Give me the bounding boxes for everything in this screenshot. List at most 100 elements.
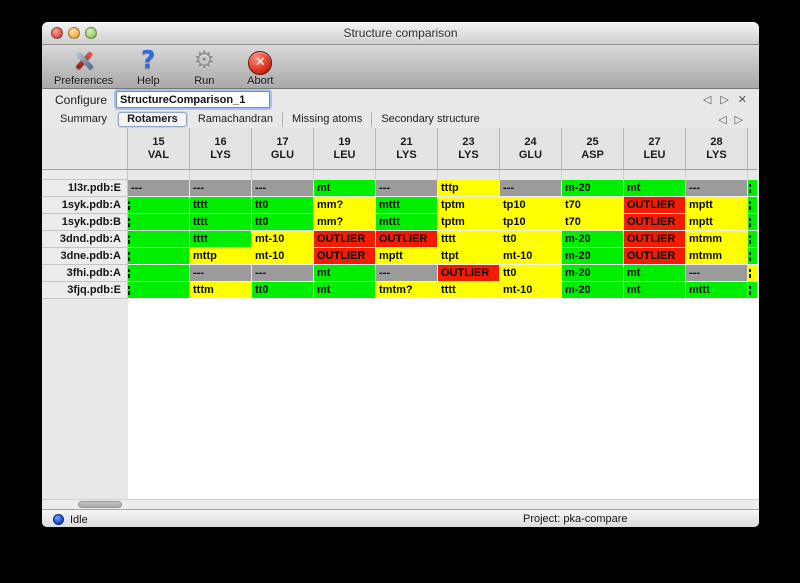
rotamer-cell[interactable]: OUTLIER [624, 214, 686, 231]
rotamer-cell[interactable]: tptm [438, 214, 500, 231]
rotamer-cell[interactable]: OUTLIER [376, 231, 438, 248]
rotamer-cell[interactable]: --- [190, 265, 252, 282]
rotamer-cell[interactable]: --- [500, 180, 562, 197]
rotamer-cell[interactable]: tttt [438, 282, 500, 299]
rotamer-cell-partial[interactable] [748, 282, 757, 299]
rotamer-cell[interactable]: tp10 [500, 214, 562, 231]
prev-icon[interactable]: ◁ [718, 112, 727, 126]
rotamer-cell[interactable] [128, 214, 190, 231]
rotamer-cell[interactable] [128, 197, 190, 214]
rotamer-cell[interactable]: m-20 [562, 265, 624, 282]
rotamer-cell[interactable]: tttt [190, 214, 252, 231]
rotamer-cell[interactable]: mt-10 [252, 231, 314, 248]
rotamer-cell[interactable]: --- [686, 265, 748, 282]
rotamer-cell[interactable]: tt0 [252, 197, 314, 214]
rotamer-cell[interactable]: mt-10 [500, 282, 562, 299]
rotamer-cell[interactable] [128, 265, 190, 282]
next-icon[interactable]: ▷ [720, 93, 729, 106]
rotamer-cell[interactable]: tt0 [500, 265, 562, 282]
job-name-input[interactable] [116, 91, 271, 108]
rotamer-cell[interactable]: tmtm? [376, 282, 438, 299]
rotamer-cell[interactable]: tt0 [252, 282, 314, 299]
rotamer-cell[interactable]: tttt [190, 197, 252, 214]
minimize-window-button[interactable] [68, 27, 80, 39]
rotamer-cell[interactable]: mt [624, 265, 686, 282]
rotamer-cell[interactable] [128, 282, 190, 299]
rotamer-cell-partial[interactable] [748, 265, 757, 282]
rotamer-cell[interactable]: tptm [438, 197, 500, 214]
next-icon[interactable]: ▷ [734, 112, 743, 126]
tab-summary[interactable]: Summary [60, 112, 108, 125]
rotamer-cell[interactable]: mt-10 [252, 248, 314, 265]
rotamer-cell[interactable]: OUTLIER [314, 248, 376, 265]
rotamer-cell[interactable]: t70 [562, 197, 624, 214]
rotamer-cell[interactable]: mt [314, 180, 376, 197]
rotamer-cell-partial[interactable] [748, 197, 757, 214]
rotamer-cell[interactable]: mt [314, 282, 376, 299]
rotamer-cell-partial[interactable] [748, 248, 757, 265]
rotamer-cell[interactable]: --- [252, 265, 314, 282]
rotamer-cell[interactable]: m-20 [562, 282, 624, 299]
rotamer-cell[interactable]: --- [190, 180, 252, 197]
rotamer-cell[interactable]: mt [624, 180, 686, 197]
zoom-window-button[interactable] [85, 27, 97, 39]
rotamer-cell[interactable]: tttm [190, 282, 252, 299]
rotamer-cell[interactable]: tt0 [500, 231, 562, 248]
rotamer-cell[interactable]: tttt [190, 231, 252, 248]
rotamer-cell[interactable]: mptt [686, 197, 748, 214]
configure-row: Configure ◁ ▷ ✕ [42, 89, 759, 110]
rotamer-cell[interactable]: OUTLIER [438, 265, 500, 282]
rotamer-cell[interactable]: tp10 [500, 197, 562, 214]
rotamer-cell[interactable]: tttp [438, 180, 500, 197]
help-button[interactable]: Help [123, 45, 173, 88]
rotamer-cell[interactable]: tttt [438, 231, 500, 248]
rotamer-cell[interactable]: --- [252, 180, 314, 197]
rotamer-cell[interactable]: mptt [376, 248, 438, 265]
prev-icon[interactable]: ◁ [702, 93, 712, 106]
rotamer-cell-partial[interactable] [748, 180, 757, 197]
rotamer-cell[interactable]: OUTLIER [314, 231, 376, 248]
rotamer-cell[interactable]: mt [624, 282, 686, 299]
tab-secondary-structure[interactable]: Secondary structure [371, 111, 488, 127]
rotamer-cell[interactable]: --- [376, 265, 438, 282]
rotamer-cell[interactable]: OUTLIER [624, 248, 686, 265]
tab-rotamers[interactable]: Rotamers [118, 111, 187, 127]
rotamer-cell[interactable]: mm? [314, 214, 376, 231]
rotamer-cell[interactable]: OUTLIER [624, 197, 686, 214]
rotamer-cell[interactable]: ttpt [438, 248, 500, 265]
rotamer-cell[interactable]: mt [314, 265, 376, 282]
horizontal-scrollbar[interactable] [42, 499, 759, 509]
rotamer-cell[interactable]: mt-10 [500, 248, 562, 265]
tab-missing-atoms[interactable]: Missing atoms [282, 111, 371, 127]
rotamer-cell[interactable] [128, 248, 190, 265]
close-window-button[interactable] [51, 27, 63, 39]
rotamer-cell[interactable]: t70 [562, 214, 624, 231]
rotamer-cell[interactable]: mttt [376, 197, 438, 214]
rotamer-cell[interactable]: tt0 [252, 214, 314, 231]
rotamer-cell[interactable]: --- [686, 180, 748, 197]
rotamer-cell-partial[interactable] [748, 214, 757, 231]
close-icon[interactable]: ✕ [737, 93, 747, 106]
rotamer-cell[interactable] [128, 231, 190, 248]
rotamer-cell[interactable]: mtmm [686, 248, 748, 265]
rotamer-cell[interactable]: m-20 [562, 231, 624, 248]
abort-button[interactable]: Abort [235, 45, 285, 88]
rotamer-cell[interactable]: mptt [686, 214, 748, 231]
toolbar-button-label: Help [137, 75, 160, 87]
rotamer-cell[interactable]: mtmm [686, 231, 748, 248]
rotamer-cell[interactable]: mttt [686, 282, 748, 299]
rotamer-cell[interactable]: --- [128, 180, 190, 197]
status-left: Idle [53, 510, 88, 527]
rotamer-cell[interactable]: m-20 [562, 248, 624, 265]
preferences-button[interactable]: Preferences [50, 45, 117, 88]
rotamer-cell[interactable]: m-20 [562, 180, 624, 197]
rotamer-cell[interactable]: OUTLIER [624, 231, 686, 248]
tab-ramachandran[interactable]: Ramachandran [197, 112, 274, 125]
rotamer-cell[interactable]: mttt [376, 214, 438, 231]
rotamer-cell-partial[interactable] [748, 231, 757, 248]
rotamer-cell[interactable]: mm? [314, 197, 376, 214]
rotamer-cell[interactable]: --- [376, 180, 438, 197]
scrollbar-thumb[interactable] [78, 501, 122, 508]
rotamer-cell[interactable]: mttp [190, 248, 252, 265]
run-button[interactable]: Run [179, 45, 229, 88]
